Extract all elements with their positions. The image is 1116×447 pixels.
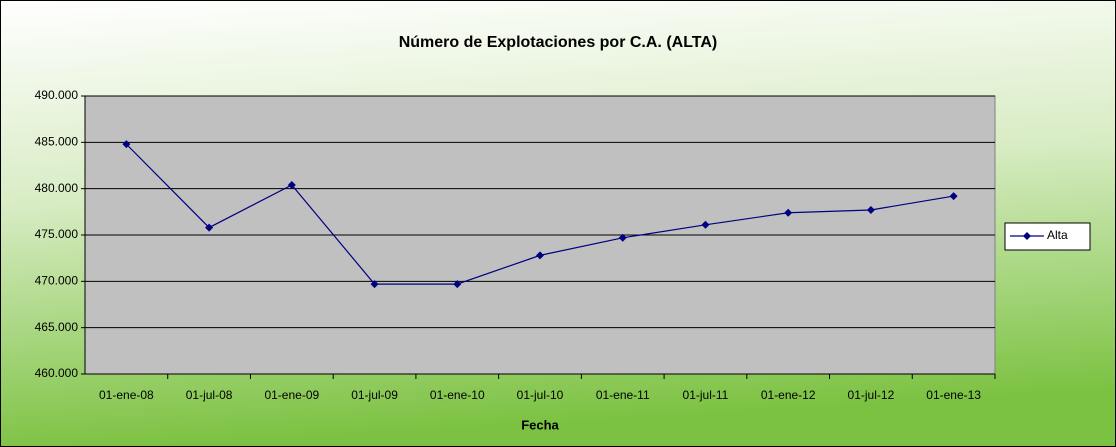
marker — [205, 223, 214, 232]
y-tick-label: 490.000 — [35, 88, 79, 102]
legend-marker — [1023, 232, 1031, 240]
y-tick-label: 480.000 — [35, 181, 79, 195]
x-tick-label: 01-jul-12 — [848, 388, 895, 402]
x-axis-title: Fecha — [521, 417, 559, 432]
chart-title: Número de Explotaciones por C.A. (ALTA) — [399, 34, 718, 51]
y-tick-label: 475.000 — [35, 227, 79, 241]
marker — [949, 192, 958, 201]
x-tick-label: 01-ene-11 — [596, 388, 650, 402]
y-tick-label: 465.000 — [35, 320, 79, 334]
marker — [453, 280, 462, 289]
x-tick-label: 01-ene-13 — [926, 388, 981, 402]
x-tick-label: 01-ene-12 — [761, 388, 816, 402]
x-tick-label: 01-ene-09 — [264, 388, 319, 402]
marker — [536, 251, 544, 260]
marker — [287, 180, 296, 189]
y-tick-label: 485.000 — [35, 135, 79, 149]
marker — [784, 208, 793, 217]
y-tick-label: 460.000 — [35, 366, 79, 380]
marker — [370, 280, 379, 289]
x-tick-label: 01-ene-10 — [430, 388, 485, 402]
marker — [618, 233, 627, 242]
x-tick-label: 01-jul-11 — [683, 388, 729, 402]
x-tick-label: 01-jul-10 — [517, 388, 564, 402]
x-tick-label: 01-ene-08 — [99, 388, 154, 402]
marker — [701, 220, 710, 229]
marker — [866, 205, 875, 214]
legend-label: Alta — [1047, 228, 1068, 242]
marker — [122, 140, 131, 149]
x-tick-label: 01-jul-09 — [351, 388, 398, 402]
y-tick-label: 470.000 — [35, 274, 79, 288]
x-tick-label: 01-jul-08 — [186, 388, 233, 402]
